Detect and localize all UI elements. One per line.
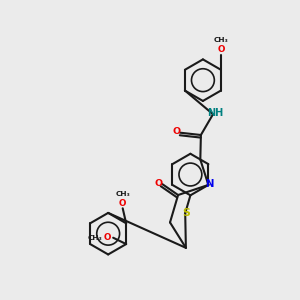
Text: CH₃: CH₃ [88,235,102,241]
Text: NH: NH [207,108,224,118]
Text: O: O [172,127,180,136]
Text: S: S [182,208,190,218]
Text: O: O [218,45,225,54]
Text: O: O [155,179,163,188]
Text: CH₃: CH₃ [115,191,130,197]
Text: CH₃: CH₃ [214,37,229,43]
Text: N: N [206,179,214,189]
Text: O: O [103,233,111,242]
Text: O: O [119,199,126,208]
